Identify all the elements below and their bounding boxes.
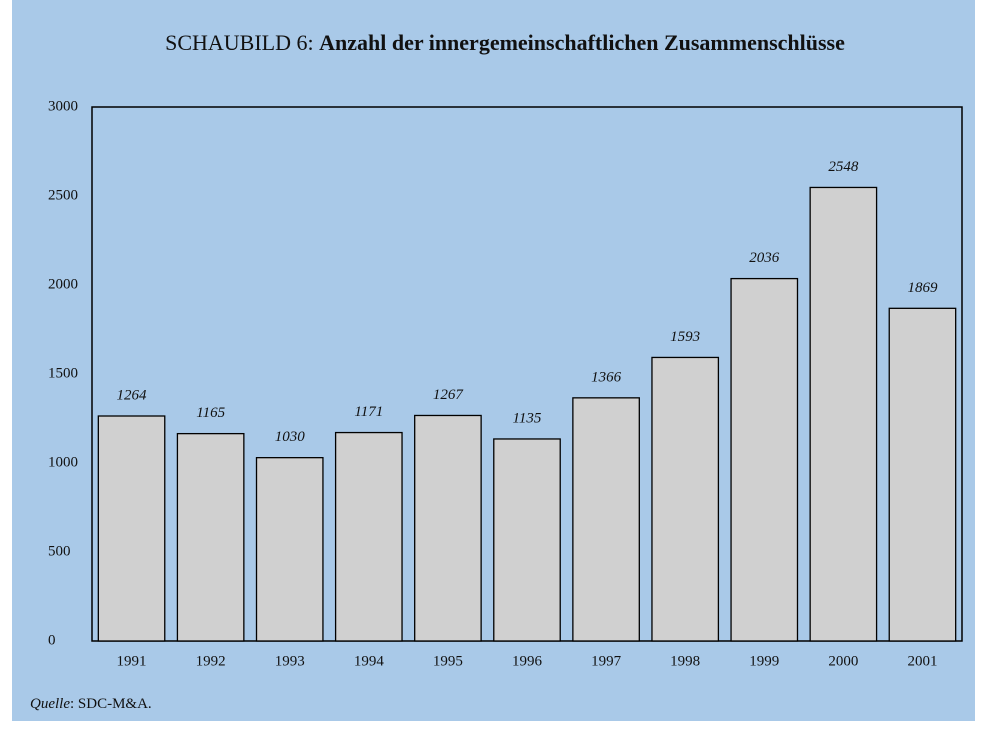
x-tick-label: 1996: [512, 653, 543, 669]
value-label: 1165: [196, 405, 225, 421]
bar: [493, 438, 561, 642]
value-label: 1366: [591, 369, 622, 385]
x-tick-label: 1995: [433, 653, 463, 669]
value-label: 1171: [354, 404, 383, 420]
source: Quelle: SDC-M&A.: [30, 696, 152, 712]
value-label: 1135: [513, 410, 542, 426]
bar: [651, 356, 720, 642]
x-tick-label: 1998: [670, 653, 700, 669]
x-tick-label: 1999: [749, 653, 779, 669]
x-tick-label: 1994: [354, 653, 385, 669]
bar: [414, 414, 482, 642]
x-tick-label: 1993: [275, 653, 305, 669]
x-tick-label: 1992: [196, 653, 226, 669]
x-tick-label: 2001: [907, 653, 937, 669]
y-tick-label: 2500: [48, 187, 78, 203]
y-tick-label: 1000: [48, 454, 78, 470]
y-tick-label: 3000: [48, 98, 78, 114]
bar: [97, 415, 166, 642]
x-tick-label: 2000: [828, 653, 858, 669]
title-text: Anzahl der innergemeinschaftlichen Zusam…: [319, 30, 845, 55]
y-tick-label: 2000: [48, 276, 78, 292]
y-tick-label: 1500: [48, 365, 78, 381]
bar: [572, 397, 640, 642]
x-tick-label: 1997: [591, 653, 622, 669]
bar: [888, 307, 957, 642]
value-label: 1030: [275, 429, 306, 445]
bar: [730, 277, 799, 642]
value-label: 1593: [670, 329, 700, 345]
value-label: 1264: [117, 387, 148, 403]
source-text: : SDC-M&A.: [70, 696, 152, 712]
title-label: SCHAUBILD 6:: [165, 30, 314, 55]
value-label: 1267: [433, 387, 465, 403]
bar: [255, 457, 324, 642]
value-label: 1869: [907, 280, 938, 296]
value-label: 2548: [828, 159, 859, 175]
bar: [176, 432, 245, 642]
value-label: 2036: [749, 250, 780, 266]
bar: [334, 431, 403, 642]
chart-title: SCHAUBILD 6: Anzahl der innergemeinschaf…: [165, 30, 845, 55]
x-tick-label: 1991: [117, 653, 147, 669]
y-tick-label: 500: [48, 543, 71, 559]
y-tick-label: 0: [48, 632, 56, 648]
source-label: Quelle: [30, 696, 70, 712]
bar: [809, 186, 878, 642]
